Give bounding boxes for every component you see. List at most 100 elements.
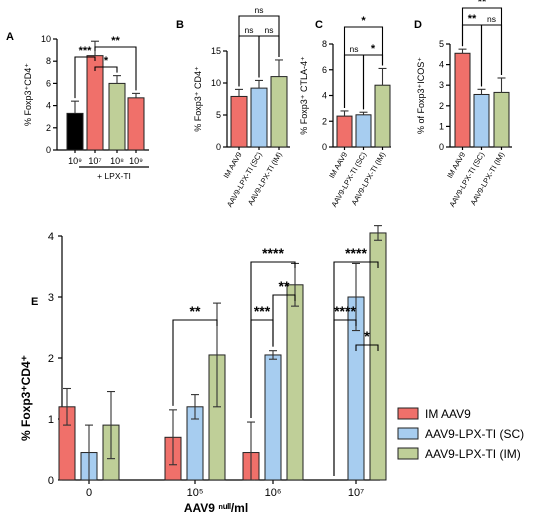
significance-label: ** xyxy=(190,303,201,319)
significance-label: ** xyxy=(468,13,477,25)
significance-bracket xyxy=(250,261,296,419)
significance-bracket xyxy=(172,319,218,406)
significance-bracket xyxy=(343,54,365,110)
panel-letter: C xyxy=(315,19,323,31)
x-tick-label: AAV9-LPX-TI (SC) xyxy=(447,150,486,209)
y-tick-label: 2 xyxy=(322,116,327,126)
y-axis-label: % Foxp3⁺ CTLA-4⁺ xyxy=(299,56,309,135)
bar xyxy=(286,284,304,481)
legend-swatch xyxy=(397,447,419,460)
significance-label: ** xyxy=(279,278,290,294)
y-tick-label: 0 xyxy=(46,145,51,155)
bar xyxy=(374,84,391,148)
y-tick-label: 10 xyxy=(41,34,51,44)
y-tick-label: 4 xyxy=(322,91,327,101)
y-tick-label: 2 xyxy=(439,101,444,111)
y-tick-label: 0 xyxy=(48,475,54,487)
significance-bracket xyxy=(258,35,280,78)
panel-letter: E xyxy=(31,296,38,308)
bar xyxy=(250,87,268,148)
significance-label: *** xyxy=(79,45,93,57)
y-tick-label: 5 xyxy=(439,39,444,49)
y-tick-label: 3 xyxy=(48,292,54,304)
significance-label: * xyxy=(361,15,366,27)
x-tick-label: 10⁷ xyxy=(88,156,101,166)
significance-bracket xyxy=(333,261,379,476)
x-tick-label: 10⁹ xyxy=(129,156,143,166)
significance-bracket xyxy=(94,46,137,91)
bar xyxy=(454,52,471,148)
significance-bracket xyxy=(343,26,384,108)
bar xyxy=(127,97,145,151)
y-tick-label: 0 xyxy=(216,142,221,152)
y-tick-label: 2 xyxy=(46,123,51,133)
significance-bracket xyxy=(272,294,296,347)
y-tick-label: 0 xyxy=(322,142,327,152)
y-tick-label: 4 xyxy=(48,231,54,243)
bar xyxy=(473,93,490,148)
panel-letter: B xyxy=(176,19,184,31)
y-axis-label: % Foxp3⁺CD4⁺ xyxy=(23,63,33,126)
significance-bracket xyxy=(238,35,260,87)
significance-bracket xyxy=(480,24,503,87)
y-tick-label: 8 xyxy=(322,39,327,49)
group-label: + LPX-TI xyxy=(97,171,131,181)
bar xyxy=(230,95,248,148)
bar xyxy=(66,112,84,151)
y-tick-label: 8 xyxy=(46,56,51,66)
bar xyxy=(369,232,387,481)
panel-a: A 0 2 4 6 8 10 % Foxp3⁺CD4⁺ 10⁹ 10⁷ 10⁸ 10⁹ + LPX-TI… xyxy=(6,31,149,181)
y-tick-label: 4 xyxy=(439,60,444,70)
legend: IM AAV9 AAV9-LPX-TI (SC) AAV9-LPX-TI (IM) xyxy=(397,407,524,461)
legend-label: AAV9-LPX-TI (SC) xyxy=(425,427,524,441)
panel-letter: A xyxy=(6,31,14,43)
significance-bracket xyxy=(238,15,280,87)
significance-label: * xyxy=(364,328,370,344)
significance-label: **** xyxy=(262,245,284,261)
significance-bracket xyxy=(355,344,379,351)
significance-bracket xyxy=(94,66,118,73)
significance-bracket xyxy=(74,56,96,99)
y-axis-label: % of Foxp3⁺ICOS⁺ xyxy=(416,57,426,134)
significance-label: ** xyxy=(111,35,120,47)
y-tick-label: 1 xyxy=(439,121,444,131)
legend-swatch xyxy=(397,427,419,440)
bar xyxy=(336,115,353,148)
x-tick-label: 10⁹ xyxy=(68,156,82,166)
y-axis-label: % Foxp3⁺ CD4⁺ xyxy=(193,66,203,132)
y-tick-label: 0 xyxy=(439,142,444,152)
significance-label: ns xyxy=(265,25,274,35)
bar xyxy=(264,354,282,481)
x-tick-label: 10⁷ xyxy=(348,487,364,499)
y-tick-label: 6 xyxy=(322,65,327,75)
bar xyxy=(108,82,126,151)
y-tick-label: 10 xyxy=(211,78,221,88)
significance-label: ** xyxy=(478,0,487,8)
bar xyxy=(270,76,288,148)
bar xyxy=(493,91,510,148)
y-tick-label: 2 xyxy=(48,353,54,365)
significance-label: *** xyxy=(254,303,271,319)
significance-label: ns xyxy=(245,25,254,35)
x-tick-label: 0 xyxy=(86,487,92,499)
legend-label: IM AAV9 xyxy=(425,407,471,421)
significance-label: ns xyxy=(255,5,264,15)
significance-label: * xyxy=(371,43,376,55)
significance-label: ns xyxy=(487,14,496,24)
legend-label: AAV9-LPX-TI (IM) xyxy=(425,447,521,461)
y-tick-label: 5 xyxy=(216,110,221,120)
bar xyxy=(355,114,372,148)
y-tick-label: 15 xyxy=(211,46,221,56)
x-tick-label: 10⁵ xyxy=(187,487,204,499)
y-tick-label: 4 xyxy=(46,101,51,111)
significance-label: **** xyxy=(345,245,367,261)
significance-bracket xyxy=(461,7,503,75)
x-axis-label: AAV9 ⁿᵘˡˡ/ml xyxy=(184,501,248,515)
y-tick-label: 1 xyxy=(48,414,54,426)
panel-letter: D xyxy=(414,19,422,31)
legend-swatch xyxy=(397,407,419,420)
panel-e: E 0 1 2 3 4 % Foxp3⁺CD4⁺ AAV9 ⁿᵘˡˡ/ml 0 10⁵ 10⁶ 10⁷… xyxy=(19,225,524,515)
